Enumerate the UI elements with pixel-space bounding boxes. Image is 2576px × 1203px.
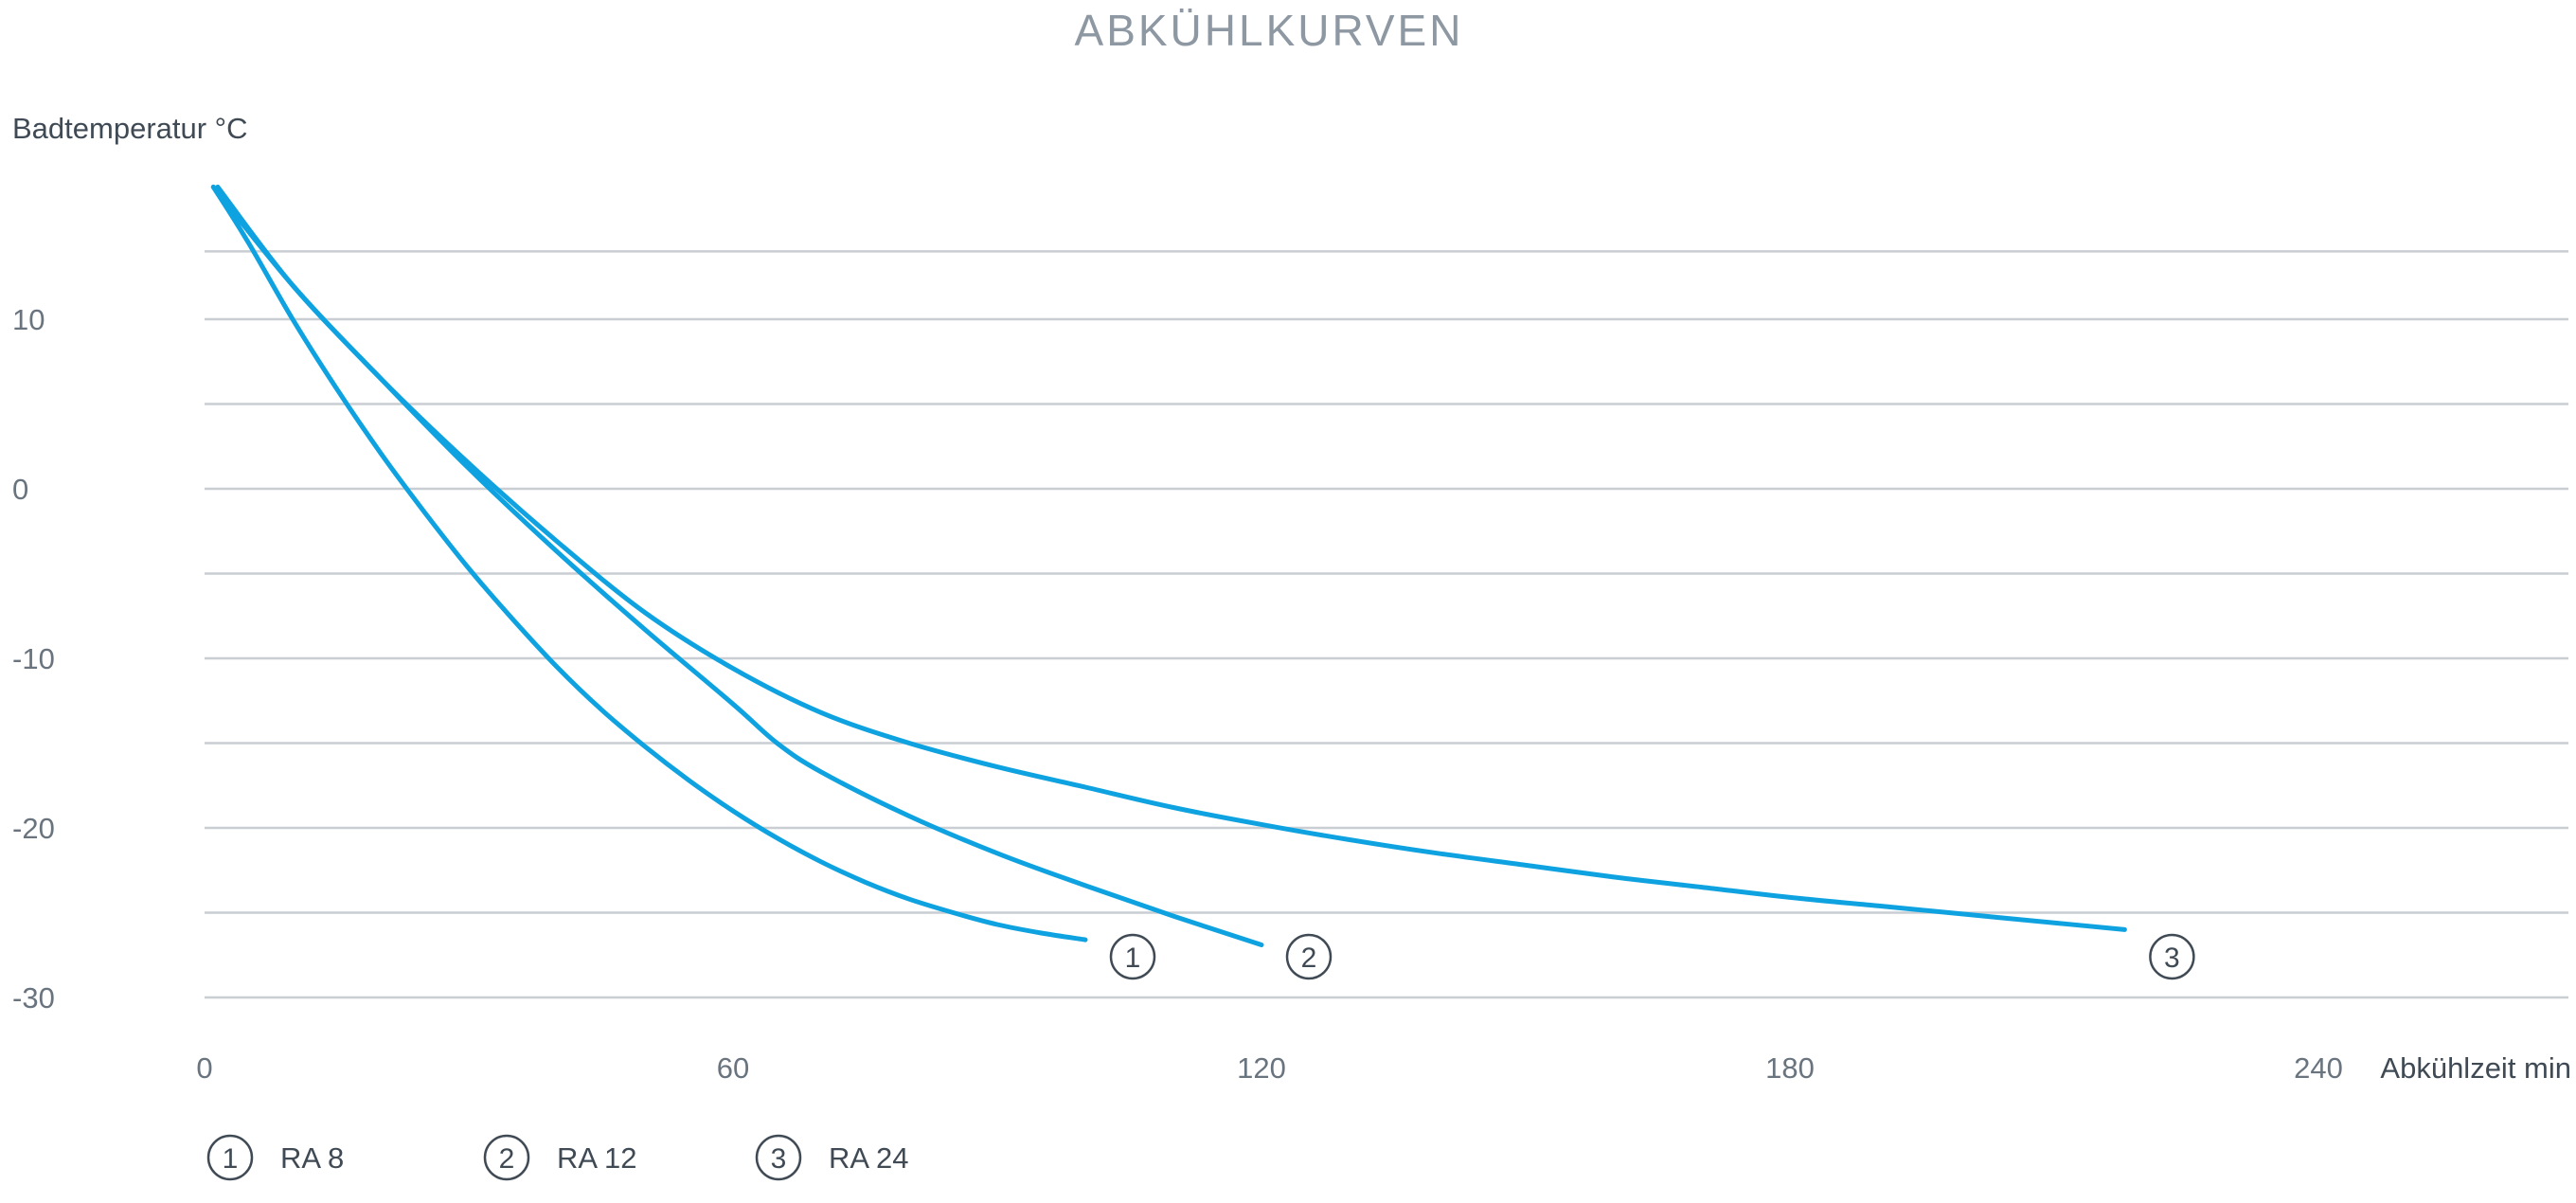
y-tick-label: 10: [12, 303, 45, 336]
series-lines: [210, 184, 2127, 947]
x-tick-label: 180: [1765, 1051, 1815, 1085]
x-axis-title: Abkühlzeit min: [2380, 1051, 2571, 1085]
series-line-1: [210, 184, 1088, 943]
legend-marker-circle: [483, 1134, 530, 1181]
grid-lines: [205, 250, 2568, 999]
legend-label: RA 8: [280, 1141, 344, 1175]
y-tick-label: -10: [12, 642, 55, 675]
series-end-markers: 1 2 3: [1109, 933, 2195, 980]
y-axis-ticks: 10 0 -10 -20 -30: [12, 303, 55, 1014]
x-tick-label: 120: [1237, 1051, 1286, 1085]
chart-title: ABKÜHLKURVEN: [1075, 6, 1464, 55]
x-tick-label: 240: [2294, 1051, 2343, 1085]
series-marker-number: 3: [2164, 943, 2180, 974]
legend: 1 RA 8 2 RA 12 3 RA 24: [206, 1134, 908, 1181]
series-marker-circle: [2149, 933, 2195, 980]
series-marker-circle: [1109, 933, 1156, 980]
legend-marker-circle: [206, 1134, 254, 1181]
legend-marker-number: 2: [499, 1143, 515, 1175]
x-tick-label: 0: [196, 1051, 212, 1085]
x-axis-ticks: 0 60 120 180 240: [196, 1051, 2342, 1085]
series-marker-number: 1: [1125, 943, 1141, 974]
series-marker-circle: [1285, 933, 1333, 980]
y-tick-label: -20: [12, 812, 55, 845]
series-line-2: [215, 184, 1264, 947]
legend-marker-number: 1: [223, 1143, 239, 1175]
legend-label: RA 12: [557, 1141, 636, 1175]
y-tick-label: 0: [12, 473, 28, 506]
y-tick-label: -30: [12, 981, 55, 1014]
y-axis-title: Badtemperatur °C: [12, 112, 247, 145]
series-line-3: [210, 184, 2127, 932]
legend-label: RA 24: [829, 1141, 908, 1175]
series-marker-number: 2: [1301, 943, 1317, 974]
legend-marker-number: 3: [771, 1143, 787, 1175]
x-tick-label: 60: [717, 1051, 749, 1085]
legend-marker-circle: [755, 1134, 802, 1181]
